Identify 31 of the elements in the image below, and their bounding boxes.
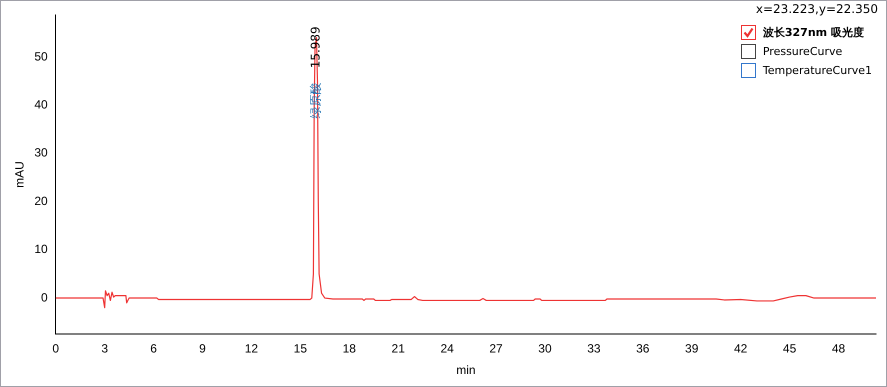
x-tick-label: 6 xyxy=(150,342,158,356)
x-tick-label: 9 xyxy=(199,342,206,356)
x-tick-label: 24 xyxy=(440,342,454,356)
x-tick-label: 21 xyxy=(392,342,406,356)
x-axis-title: min xyxy=(456,363,476,378)
legend-label: 波长327nm 吸光度 xyxy=(762,25,864,40)
y-tick-label: 40 xyxy=(34,97,48,112)
x-tick-label: 39 xyxy=(685,342,699,356)
annotation: x=23.223,y=22.350 xyxy=(756,2,878,16)
x-tick-label: 36 xyxy=(636,342,650,356)
x-tick-label: 33 xyxy=(587,342,601,356)
legend-label: TemperatureCurve1 xyxy=(762,64,872,77)
x-tick-label: 30 xyxy=(538,342,552,356)
y-tick-label: 20 xyxy=(34,194,48,208)
x-tick-label: 18 xyxy=(342,342,356,356)
x-tick-label: 0 xyxy=(52,342,60,356)
legend-label: PressureCurve xyxy=(762,45,842,58)
x-tick-label: 3 xyxy=(101,342,108,356)
x-tick-label: 15 xyxy=(294,342,308,356)
x-tick-label: 42 xyxy=(734,342,748,356)
x-tick-label: 12 xyxy=(244,342,258,356)
annotation: 15.989 xyxy=(308,26,323,68)
y-axis-title: mAU xyxy=(12,161,27,188)
annotation: 绿原酸 xyxy=(308,82,323,118)
x-tick-label: 27 xyxy=(489,342,504,356)
x-tick-label: 45 xyxy=(782,342,797,356)
y-tick-label: 50 xyxy=(34,49,48,64)
x-tick-label: 48 xyxy=(832,342,846,356)
y-tick-label: 30 xyxy=(34,146,48,160)
y-tick-label: 10 xyxy=(34,242,48,256)
y-tick-label: 0 xyxy=(41,290,48,304)
